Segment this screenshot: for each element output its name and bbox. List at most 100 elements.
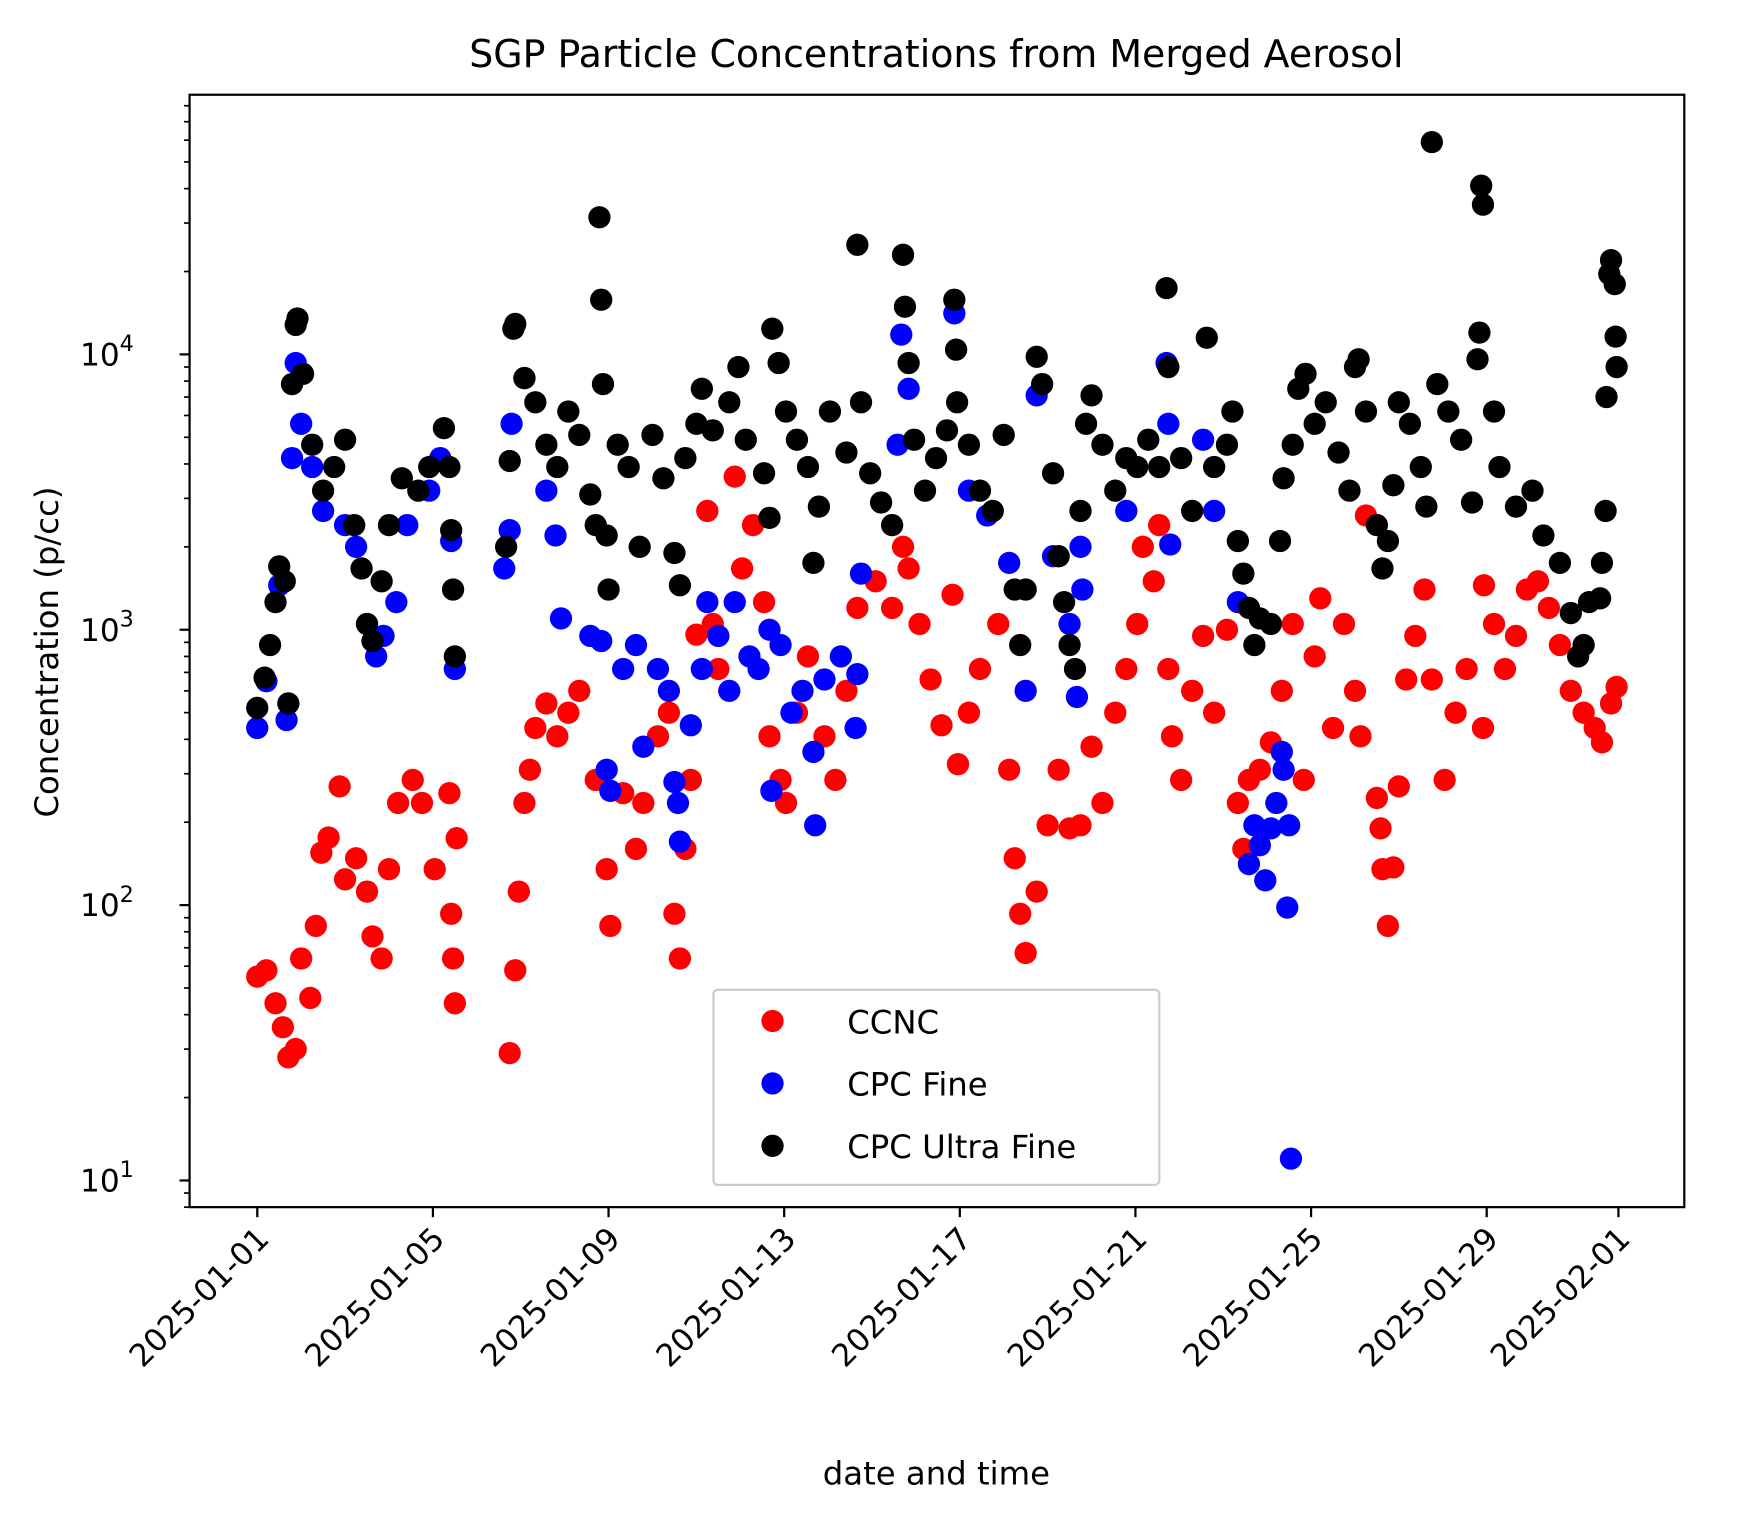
data-point <box>1309 587 1332 610</box>
data-point <box>273 570 296 593</box>
data-point <box>1595 385 1618 409</box>
data-point <box>579 483 602 506</box>
data-point <box>696 499 719 523</box>
data-point <box>410 791 434 815</box>
data-point <box>992 423 1015 447</box>
legend-label: CPC Fine <box>847 1066 987 1104</box>
data-point <box>897 377 920 400</box>
y-tick-base: 10 <box>80 1164 120 1200</box>
y-tick-base: 10 <box>80 338 120 374</box>
data-point <box>290 412 313 435</box>
data-point <box>774 791 798 815</box>
data-point <box>1259 612 1283 636</box>
data-point <box>370 947 393 970</box>
data-point <box>606 433 629 456</box>
data-point <box>1470 174 1493 197</box>
data-point <box>1181 499 1204 523</box>
data-point <box>752 590 776 614</box>
data-point <box>796 455 820 479</box>
data-point <box>674 446 697 470</box>
data-point <box>1052 590 1076 614</box>
data-point <box>493 557 516 580</box>
data-point <box>255 959 278 982</box>
data-point <box>1155 276 1178 300</box>
data-point <box>835 679 858 702</box>
data-point <box>1398 412 1422 435</box>
data-point <box>438 455 461 479</box>
data-point <box>418 455 441 479</box>
data-point <box>1159 533 1182 556</box>
data-point <box>617 455 640 479</box>
data-point <box>546 725 569 748</box>
data-point <box>1148 455 1171 479</box>
data-point <box>595 858 618 881</box>
data-point <box>893 295 917 318</box>
data-point <box>1604 325 1627 348</box>
data-point <box>518 758 542 781</box>
data-point <box>1014 941 1037 965</box>
data-point <box>1202 701 1226 724</box>
data-point <box>685 623 708 646</box>
data-point <box>1181 679 1204 702</box>
data-point <box>1369 817 1392 840</box>
data-point <box>944 338 968 361</box>
y-tick-label: 104 <box>80 331 134 373</box>
data-point <box>807 495 831 518</box>
data-point <box>1215 433 1239 456</box>
data-point <box>1272 467 1295 490</box>
data-point <box>679 714 702 737</box>
data-point <box>846 233 869 256</box>
data-point <box>498 449 521 473</box>
data-point <box>441 578 465 601</box>
data-point <box>1426 372 1449 396</box>
data-point <box>1014 578 1037 601</box>
y-tick-base: 10 <box>80 888 120 924</box>
x-axis-label: date and time <box>823 1455 1050 1493</box>
data-point <box>504 312 527 336</box>
data-point <box>443 992 467 1015</box>
data-point <box>500 412 523 435</box>
series-cpc-ultra-fine <box>246 130 1628 720</box>
data-point <box>930 714 953 737</box>
data-point <box>1504 624 1528 648</box>
data-point <box>1365 786 1389 810</box>
data-point <box>968 479 992 502</box>
data-point <box>1382 474 1405 497</box>
data-point <box>844 716 867 740</box>
data-point <box>333 868 357 891</box>
data-point <box>264 590 287 614</box>
data-point <box>1276 896 1299 919</box>
y-tick-label: 103 <box>80 606 134 648</box>
data-point <box>1294 362 1317 385</box>
data-point <box>1069 814 1092 837</box>
data-point <box>246 696 269 720</box>
data-point <box>646 657 670 681</box>
data-point <box>1080 735 1103 758</box>
data-point <box>1303 412 1326 435</box>
data-point <box>1433 768 1456 792</box>
legend-item: CPC Ultra Fine <box>761 1128 1076 1166</box>
data-point <box>591 372 615 396</box>
data-point <box>1248 758 1271 781</box>
data-point <box>535 479 558 502</box>
data-point <box>1115 657 1138 681</box>
data-point <box>438 782 461 805</box>
data-point <box>599 779 622 802</box>
data-point <box>679 768 702 792</box>
chart-title: SGP Particle Concentrations from Merged … <box>469 32 1403 76</box>
y-tick-label: 102 <box>80 882 134 924</box>
data-point <box>941 583 964 606</box>
data-point <box>432 416 456 440</box>
axes-frame <box>188 93 1686 1209</box>
data-point <box>718 391 741 414</box>
data-point <box>1031 372 1054 396</box>
data-point <box>802 740 825 764</box>
data-point <box>859 462 882 485</box>
data-point <box>946 753 970 776</box>
data-point <box>957 433 981 456</box>
data-point <box>780 701 803 724</box>
data-point <box>317 826 340 849</box>
data-point <box>1272 758 1295 781</box>
data-point <box>1003 847 1026 870</box>
